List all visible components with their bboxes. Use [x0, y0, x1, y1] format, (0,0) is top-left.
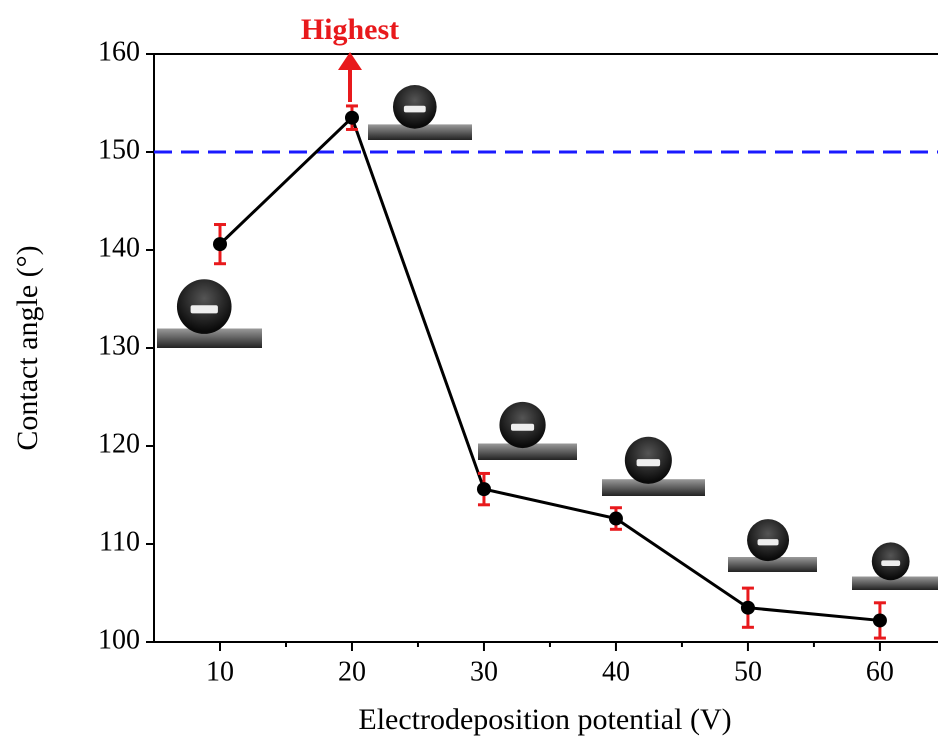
data-point [477, 482, 491, 496]
droplet-image [157, 279, 262, 348]
data-point [873, 613, 887, 627]
droplet-highlight [881, 560, 900, 566]
data-point [345, 111, 359, 125]
annotation: Highest [301, 13, 399, 46]
x-tick-label: 40 [602, 656, 630, 687]
x-tick-label: 60 [866, 656, 894, 687]
droplet-image [852, 542, 938, 590]
x-tick-label: 10 [206, 656, 234, 687]
droplet-image [368, 85, 472, 140]
y-tick-label: 110 [99, 526, 140, 557]
data-point [609, 512, 623, 526]
droplet-highlight [404, 106, 426, 113]
droplet-images [157, 85, 938, 590]
x-tick-label: 20 [338, 656, 366, 687]
droplet-image [602, 437, 705, 496]
droplet-image [728, 519, 817, 572]
y-axis-title: Contact angle (°) [11, 245, 44, 450]
chart: 100 110 120 130 140 150 160 10 20 30 40 50 60 Electr… [0, 0, 938, 747]
x-tick-label: 30 [470, 656, 498, 687]
droplet-highlight [511, 424, 534, 431]
droplet-highlight [758, 539, 779, 545]
y-tick-label: 140 [98, 232, 140, 263]
y-tick-label: 160 [98, 36, 140, 67]
plot-area: 100 110 120 130 140 150 160 10 20 30 40 50 60 [98, 36, 938, 687]
y-tick-label: 150 [98, 134, 140, 165]
x-tick-label: 50 [734, 656, 762, 687]
droplet-highlight [637, 459, 661, 466]
y-tick-label: 130 [98, 330, 140, 361]
data-point [741, 601, 755, 615]
x-axis-title: Electrodeposition potential (V) [358, 703, 731, 736]
y-tick-label: 100 [98, 624, 140, 655]
droplet-image [478, 402, 577, 460]
data-point [213, 237, 227, 251]
y-tick-label: 120 [98, 428, 140, 459]
droplet-highlight [191, 305, 218, 313]
